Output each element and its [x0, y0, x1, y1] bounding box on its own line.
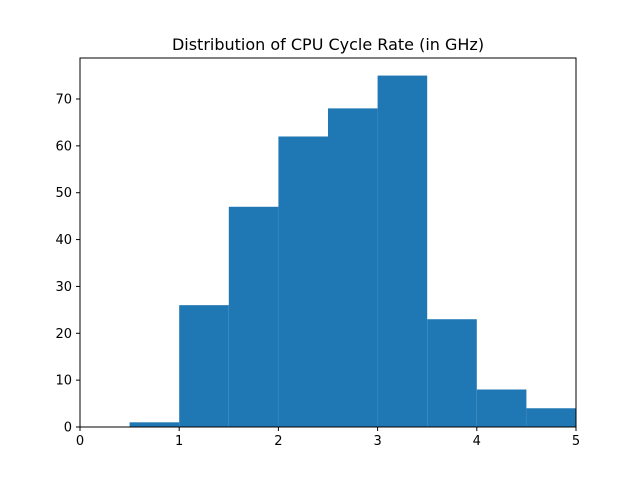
- y-tick-label: 60: [55, 139, 72, 154]
- y-axis-ticks: 0 10 20 30 40 50 60 70: [55, 93, 80, 436]
- y-tick-label: 70: [55, 93, 72, 108]
- histogram-bar: [278, 136, 328, 427]
- y-tick-label: 40: [55, 233, 72, 248]
- x-tick-label: 2: [274, 434, 282, 449]
- y-tick-label: 0: [64, 421, 72, 436]
- x-tick-label: 5: [572, 434, 580, 449]
- x-tick-label: 0: [76, 434, 84, 449]
- histogram-bar: [179, 305, 229, 427]
- histogram-bar: [228, 206, 279, 427]
- histogram-bar: [129, 422, 180, 427]
- x-axis-ticks: 0 1 2 3 4 5: [76, 427, 580, 449]
- y-tick-label: 30: [55, 280, 72, 295]
- bars-layer: [129, 75, 576, 428]
- y-tick-label: 10: [55, 374, 72, 389]
- plot-frame: [79, 57, 577, 428]
- histogram-bar: [476, 389, 527, 427]
- x-tick-label: 4: [473, 434, 481, 449]
- histogram-bar: [427, 319, 477, 427]
- histogram-bar: [328, 108, 378, 427]
- x-tick-label: 1: [175, 434, 183, 449]
- histogram-bar: [526, 408, 576, 427]
- x-tick-label: 3: [373, 434, 381, 449]
- y-tick-label: 20: [55, 327, 72, 342]
- y-tick-label: 50: [55, 186, 72, 201]
- histogram-bar: [377, 75, 428, 428]
- chart-title: Distribution of CPU Cycle Rate (in GHz): [172, 35, 484, 54]
